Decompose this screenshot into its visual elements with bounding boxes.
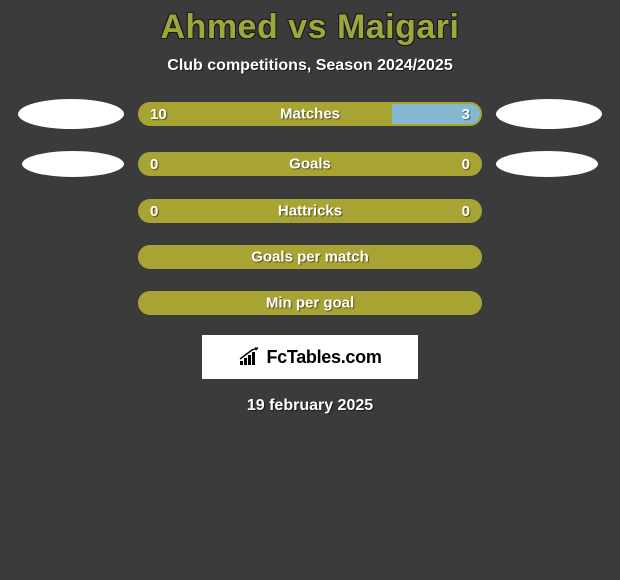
logo-text: FcTables.com — [266, 347, 381, 368]
stat-row-goals-per-match: Goals per match — [0, 245, 620, 269]
bar-segment-left: 10 — [140, 104, 392, 124]
page-title: Ahmed vs Maigari — [0, 8, 620, 47]
stat-bar: Goals per match — [138, 245, 482, 269]
avatar-right — [496, 151, 598, 177]
stat-row-min-per-goal: Min per goal — [0, 291, 620, 315]
stat-row-hattricks: 0 0 Hattricks — [0, 199, 620, 223]
stat-label: Goals per match — [251, 249, 369, 266]
stat-bar: 10 3 Matches — [138, 102, 482, 126]
stat-left-value: 10 — [150, 106, 167, 123]
stat-label: Min per goal — [266, 295, 354, 312]
stat-label: Goals — [289, 156, 331, 173]
stat-right-value: 3 — [462, 106, 470, 123]
footer-date: 19 february 2025 — [0, 397, 620, 415]
logo: FcTables.com — [238, 347, 381, 368]
avatar-left — [22, 151, 124, 177]
bar-segment-right: 0 — [310, 154, 480, 174]
avatar-left — [18, 99, 124, 129]
stat-row-matches: 10 3 Matches — [0, 99, 620, 129]
stat-row-goals: 0 0 Goals — [0, 151, 620, 177]
chart-icon — [238, 347, 262, 367]
bar-segment-left: 0 — [140, 154, 310, 174]
stat-left-value: 0 — [150, 203, 158, 220]
stats-rows: 10 3 Matches 0 0 Goals — [0, 99, 620, 315]
stat-right-value: 0 — [462, 156, 470, 173]
stat-right-value: 0 — [462, 203, 470, 220]
bar-segment-right: 3 — [392, 104, 480, 124]
avatar-right — [496, 99, 602, 129]
infographic-container: Ahmed vs Maigari Club competitions, Seas… — [0, 0, 620, 415]
stat-left-value: 0 — [150, 156, 158, 173]
stat-label: Hattricks — [278, 203, 342, 220]
stat-label: Matches — [280, 106, 340, 123]
stat-bar: 0 0 Hattricks — [138, 199, 482, 223]
stat-bar: 0 0 Goals — [138, 152, 482, 176]
logo-box: FcTables.com — [202, 335, 418, 379]
page-subtitle: Club competitions, Season 2024/2025 — [0, 57, 620, 75]
stat-bar: Min per goal — [138, 291, 482, 315]
